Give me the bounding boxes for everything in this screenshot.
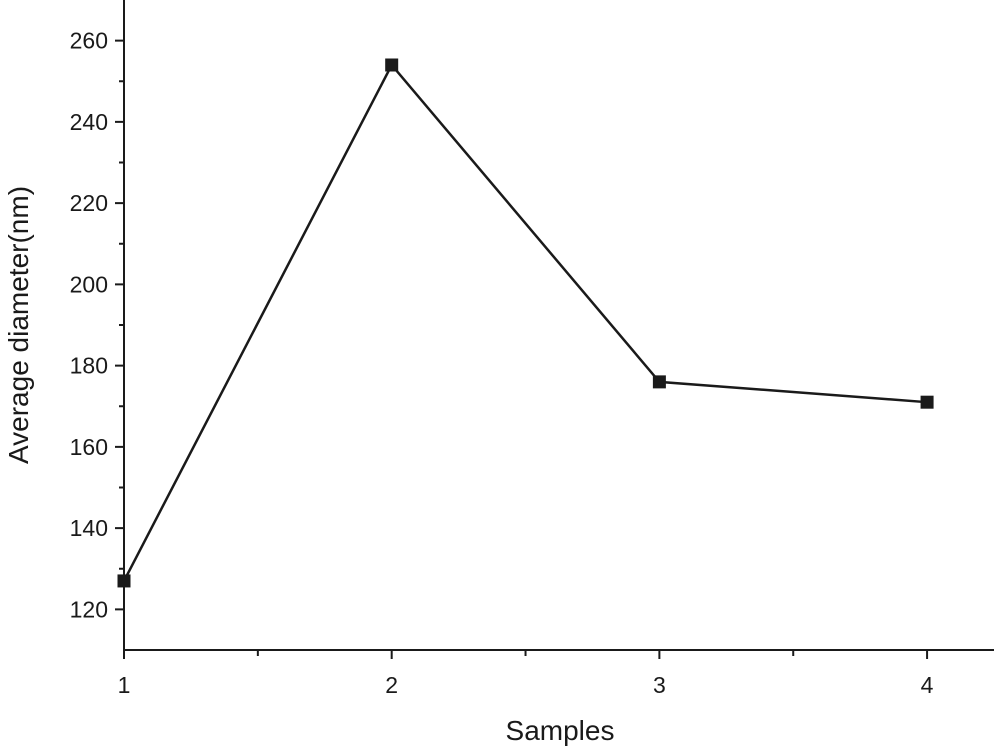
x-tick-label: 2 xyxy=(385,672,398,698)
series-line-group xyxy=(122,62,928,582)
data-points xyxy=(117,58,934,588)
x-axis-title: Samples xyxy=(506,715,615,746)
data-point-marker xyxy=(385,58,399,72)
y-tick-label: 160 xyxy=(70,434,108,460)
x-tick-label: 3 xyxy=(653,672,666,698)
axis-ticks: 1 2 3 4 120 140 160 180 200 220 240 260 xyxy=(70,28,934,698)
y-tick-label: 240 xyxy=(70,109,108,135)
data-point-marker xyxy=(652,375,666,389)
series-line xyxy=(122,62,928,582)
y-tick-label: 120 xyxy=(70,596,108,622)
y-tick-label: 260 xyxy=(70,28,108,54)
x-tick-label: 1 xyxy=(118,672,131,698)
y-tick-label: 180 xyxy=(70,353,108,379)
y-axis-title: Average diameter(nm) xyxy=(3,186,34,464)
axes xyxy=(123,0,994,651)
data-point-marker xyxy=(920,395,934,409)
y-tick-label: 200 xyxy=(70,271,108,297)
y-tick-label: 220 xyxy=(70,190,108,216)
x-tick-label: 4 xyxy=(921,672,934,698)
y-tick-label: 140 xyxy=(70,515,108,541)
data-point-marker xyxy=(117,574,131,588)
